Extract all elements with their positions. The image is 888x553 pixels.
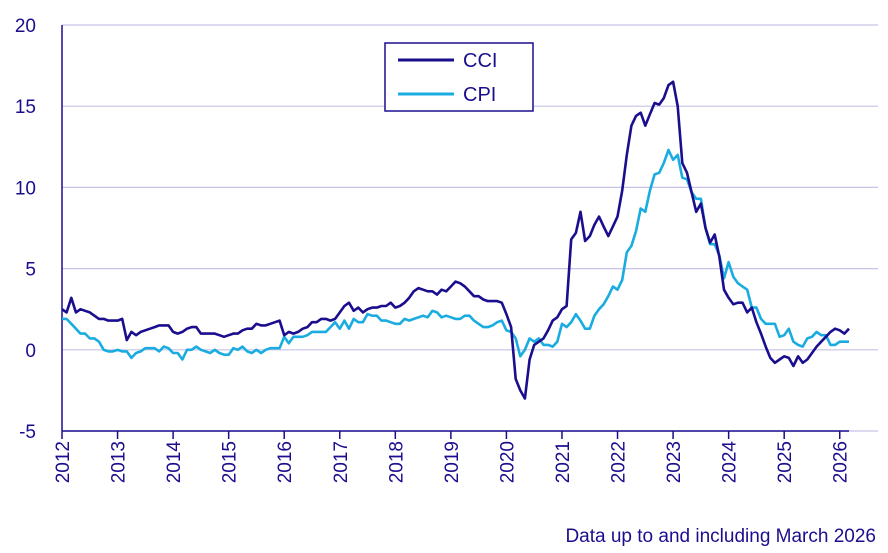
x-tick-label: 2025 <box>775 441 796 483</box>
y-tick-label: 10 <box>15 178 36 199</box>
x-tick-label: 2019 <box>442 441 463 483</box>
y-tick-label: 5 <box>25 260 36 281</box>
y-tick-label: 0 <box>25 341 36 362</box>
series-lines <box>61 80 850 400</box>
x-tick-label: 2023 <box>664 441 685 483</box>
series-line-cci <box>61 80 850 400</box>
x-tick-label: 2017 <box>331 441 352 483</box>
y-tick-label: 20 <box>15 16 36 37</box>
legend-label-cci: CCI <box>463 50 497 72</box>
x-tick-label: 2024 <box>720 441 741 484</box>
x-axis: 2012 2013 2014 2015 2016 2017 2018 2019 2020 2021… <box>53 25 852 483</box>
series-line-cpi <box>62 148 849 361</box>
x-tick-label: 2026 <box>831 441 852 483</box>
x-tick-label: 2014 <box>164 441 185 484</box>
x-tick-label: 2015 <box>220 441 241 483</box>
data-note: Data up to and including March 2026 <box>565 526 876 547</box>
legend: CCI CPI <box>384 42 534 112</box>
x-tick-label: 2013 <box>109 441 130 483</box>
x-tick-label: 2012 <box>53 441 74 483</box>
legend-label-cpi: CPI <box>463 84 496 106</box>
x-tick-label: 2021 <box>553 441 574 483</box>
x-tick-label: 2018 <box>386 441 407 483</box>
y-axis-tick-labels: -5 0 5 10 15 20 <box>15 16 36 443</box>
x-tick-label: 2022 <box>609 441 630 483</box>
y-tick-label: -5 <box>19 422 36 443</box>
legend-box <box>384 42 534 112</box>
x-tick-label: 2020 <box>497 441 518 483</box>
y-tick-label: 15 <box>15 97 36 118</box>
x-tick-label: 2016 <box>275 441 296 483</box>
